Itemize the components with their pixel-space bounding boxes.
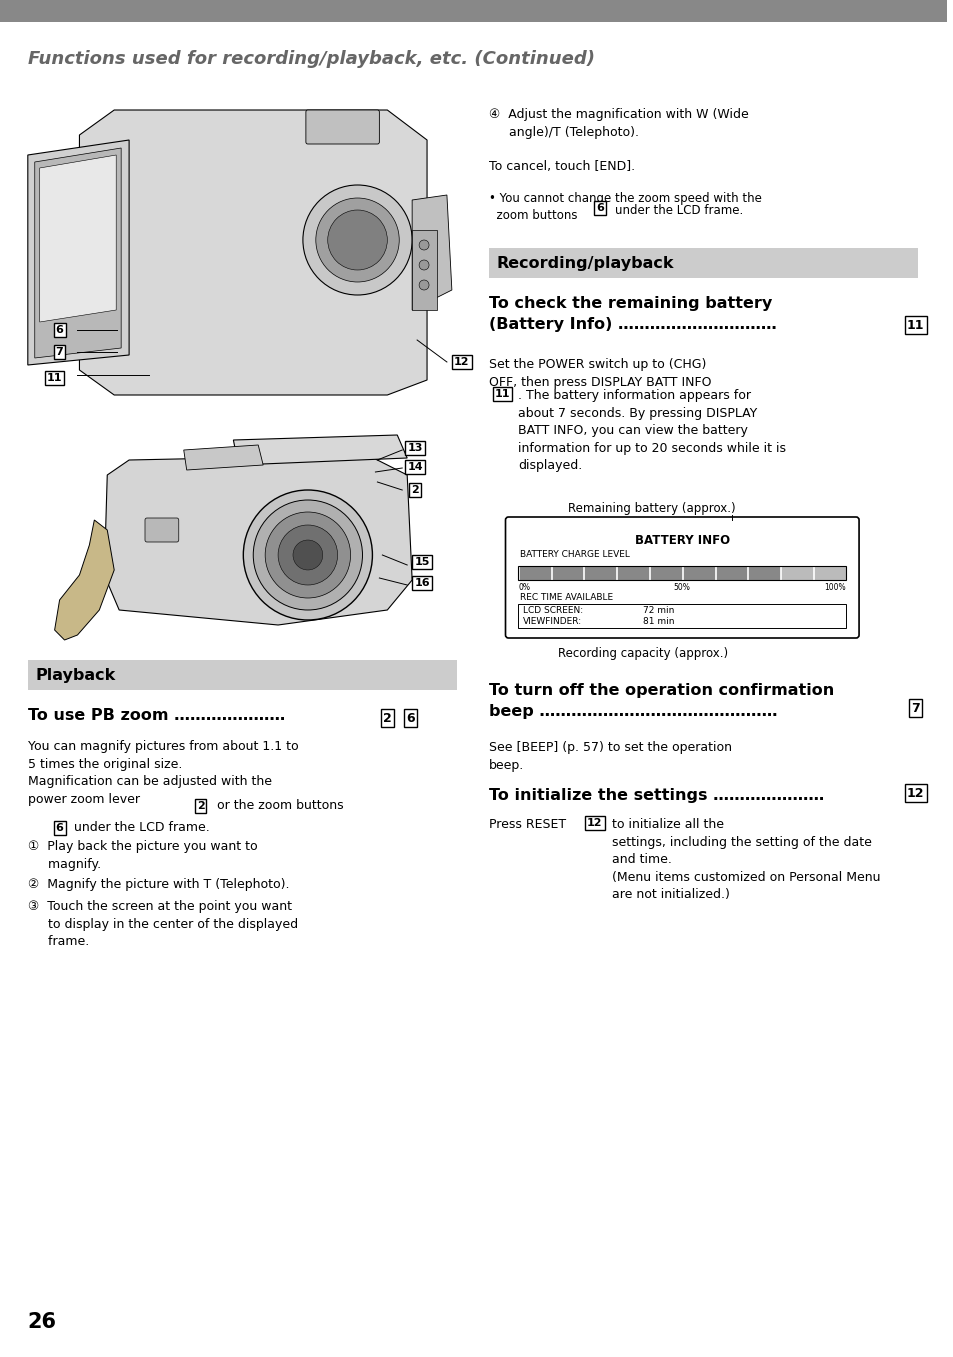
FancyBboxPatch shape	[617, 566, 648, 579]
Text: 6: 6	[405, 711, 414, 725]
FancyBboxPatch shape	[584, 566, 616, 579]
Text: 11: 11	[495, 389, 510, 399]
Text: 7: 7	[910, 702, 919, 715]
Text: Set the POWER switch up to (CHG)
OFF, then press DISPLAY BATT INFO: Set the POWER switch up to (CHG) OFF, th…	[488, 358, 710, 388]
Text: To cancel, touch [END].: To cancel, touch [END].	[488, 160, 634, 172]
Text: Remaining battery (approx.): Remaining battery (approx.)	[567, 502, 735, 516]
Text: 11: 11	[906, 319, 923, 331]
Text: Functions used for recording/playback, etc. (Continued): Functions used for recording/playback, e…	[28, 50, 594, 68]
Polygon shape	[104, 455, 412, 626]
FancyBboxPatch shape	[0, 0, 946, 22]
Text: 6: 6	[596, 204, 603, 213]
FancyBboxPatch shape	[145, 518, 178, 541]
Text: ④  Adjust the magnification with W (Wide
     angle)/T (Telephoto).: ④ Adjust the magnification with W (Wide …	[488, 109, 747, 138]
Text: Press RESET: Press RESET	[488, 818, 565, 830]
FancyBboxPatch shape	[682, 566, 714, 579]
Polygon shape	[79, 110, 427, 395]
Text: . The battery information appears for
about 7 seconds. By pressing DISPLAY
BATT : . The battery information appears for ab…	[517, 389, 785, 472]
Text: 26: 26	[28, 1312, 57, 1333]
Text: to initialize all the
settings, including the setting of the date
and time.
(Men: to initialize all the settings, includin…	[611, 818, 880, 901]
Text: Recording capacity (approx.): Recording capacity (approx.)	[558, 647, 727, 660]
Text: BATTERY CHARGE LEVEL: BATTERY CHARGE LEVEL	[519, 550, 630, 559]
FancyBboxPatch shape	[28, 660, 456, 689]
FancyBboxPatch shape	[412, 229, 436, 309]
Text: 0%: 0%	[517, 584, 530, 592]
Text: 2: 2	[382, 711, 392, 725]
Text: To initialize the settings …………………: To initialize the settings …………………	[488, 788, 823, 803]
Text: 6: 6	[55, 324, 64, 335]
Circle shape	[418, 261, 429, 270]
Circle shape	[277, 525, 337, 585]
Circle shape	[265, 512, 350, 598]
Polygon shape	[184, 445, 263, 470]
Polygon shape	[412, 195, 452, 309]
Text: To use PB zoom …………………: To use PB zoom …………………	[28, 708, 285, 723]
Text: 100%: 100%	[823, 584, 845, 592]
Text: 2: 2	[411, 484, 418, 495]
FancyBboxPatch shape	[781, 566, 812, 579]
Text: 2: 2	[196, 801, 204, 811]
FancyBboxPatch shape	[715, 566, 746, 579]
Text: 12: 12	[906, 787, 923, 799]
Text: ②  Magnify the picture with T (Telephoto).: ② Magnify the picture with T (Telephoto)…	[28, 878, 289, 892]
Text: BATTERY INFO: BATTERY INFO	[634, 535, 729, 547]
Text: LCD SCREEN:: LCD SCREEN:	[523, 607, 583, 615]
FancyBboxPatch shape	[813, 566, 844, 579]
Text: REC TIME AVAILABLE: REC TIME AVAILABLE	[519, 593, 613, 603]
Text: Playback: Playback	[35, 668, 116, 683]
Text: under the LCD frame.: under the LCD frame.	[614, 204, 742, 217]
Circle shape	[243, 490, 372, 620]
Polygon shape	[54, 520, 114, 641]
Text: ①  Play back the picture you want to
     magnify.: ① Play back the picture you want to magn…	[28, 840, 257, 870]
Text: To turn off the operation confirmation
beep ………………………………………: To turn off the operation confirmation b…	[488, 683, 833, 719]
FancyBboxPatch shape	[488, 248, 917, 278]
Text: 15: 15	[414, 556, 429, 567]
Text: 16: 16	[414, 578, 430, 588]
FancyBboxPatch shape	[505, 517, 858, 638]
FancyBboxPatch shape	[518, 566, 550, 579]
Text: 81 min: 81 min	[642, 617, 674, 626]
Text: 7: 7	[55, 347, 64, 357]
Text: See [BEEP] (p. 57) to set the operation
beep.: See [BEEP] (p. 57) to set the operation …	[488, 741, 731, 772]
Polygon shape	[40, 155, 116, 322]
Circle shape	[303, 185, 412, 294]
FancyBboxPatch shape	[517, 604, 845, 628]
Text: • You cannot change the zoom speed with the
  zoom buttons: • You cannot change the zoom speed with …	[488, 191, 760, 223]
Polygon shape	[34, 148, 121, 358]
Polygon shape	[233, 436, 407, 465]
Circle shape	[293, 540, 322, 570]
Circle shape	[418, 280, 429, 290]
Text: or the zoom buttons: or the zoom buttons	[216, 799, 343, 811]
Text: 12: 12	[586, 818, 602, 828]
Circle shape	[315, 198, 398, 282]
Polygon shape	[28, 140, 129, 365]
Text: Recording/playback: Recording/playback	[497, 255, 674, 270]
Text: 14: 14	[407, 461, 422, 472]
Text: 50%: 50%	[673, 584, 690, 592]
Text: under the LCD frame.: under the LCD frame.	[74, 821, 210, 835]
Text: 13: 13	[407, 442, 422, 453]
Text: 12: 12	[454, 357, 469, 366]
FancyBboxPatch shape	[551, 566, 583, 579]
Circle shape	[253, 499, 362, 611]
Circle shape	[418, 240, 429, 250]
Text: 11: 11	[47, 373, 62, 383]
FancyBboxPatch shape	[649, 566, 681, 579]
Text: 6: 6	[55, 822, 64, 833]
Text: To check the remaining battery
(Battery Info) …………………………: To check the remaining battery (Battery …	[488, 296, 776, 332]
Circle shape	[328, 210, 387, 270]
Text: ③  Touch the screen at the point you want
     to display in the center of the d: ③ Touch the screen at the point you want…	[28, 900, 297, 949]
Text: VIEWFINDER:: VIEWFINDER:	[523, 617, 582, 626]
FancyBboxPatch shape	[306, 110, 379, 144]
Text: You can magnify pictures from about 1.1 to
5 times the original size.
Magnificat: You can magnify pictures from about 1.1 …	[28, 740, 298, 806]
FancyBboxPatch shape	[747, 566, 780, 579]
Text: 72 min: 72 min	[642, 607, 673, 615]
